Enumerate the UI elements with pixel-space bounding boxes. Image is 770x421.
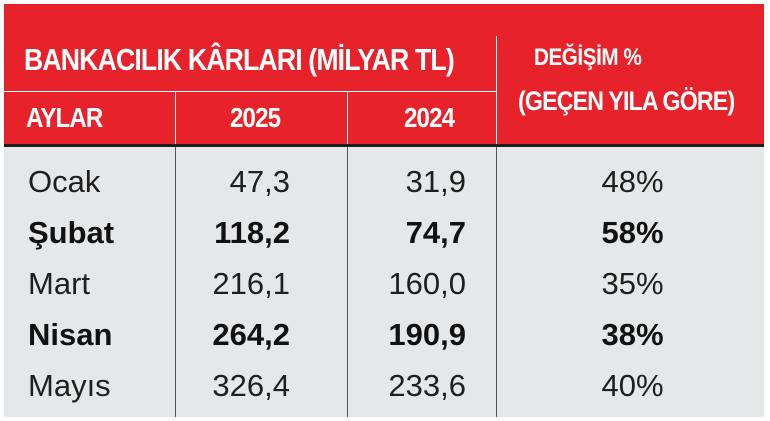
body-column-divider xyxy=(175,147,176,417)
table-header: BANKACILIK KÂRLARI (MİLYAR TL) AYLAR 202… xyxy=(4,4,764,144)
value-2025-cell: 264,2 xyxy=(212,317,290,352)
bank-profits-table: BANKACILIK KÂRLARI (MİLYAR TL) AYLAR 202… xyxy=(4,4,764,417)
change-cell: 38% xyxy=(601,317,664,352)
column-header-2025: 2025 xyxy=(230,102,281,133)
change-cell: 58% xyxy=(601,215,664,250)
header-column-divider xyxy=(496,36,497,144)
header-divider xyxy=(4,91,496,92)
month-cell: Mayıs xyxy=(28,368,111,403)
table-title: BANKACILIK KÂRLARI (MİLYAR TL) xyxy=(24,42,455,77)
value-2024-cell: 160,0 xyxy=(388,266,466,301)
value-2024-cell: 233,6 xyxy=(388,368,466,403)
value-2025-cell: 118,2 xyxy=(214,215,290,250)
header-bottom-rule xyxy=(4,144,764,147)
change-header-line1: DEĞİŞİM % xyxy=(534,44,642,71)
column-header-2024: 2024 xyxy=(404,102,455,133)
value-2025-cell: 326,4 xyxy=(212,368,290,403)
table-row: Mayıs 326,4 233,6 40% xyxy=(4,361,764,411)
header-column-divider xyxy=(347,92,348,144)
table-row: Nisan 264,2 190,9 38% xyxy=(4,310,764,360)
month-cell: Ocak xyxy=(28,164,101,199)
value-2025-cell: 47,3 xyxy=(229,164,290,199)
month-cell: Nisan xyxy=(28,317,113,352)
body-column-divider xyxy=(347,147,348,417)
change-cell: 48% xyxy=(601,164,664,199)
month-cell: Mart xyxy=(28,266,90,301)
table-row: Şubat 118,2 74,7 58% xyxy=(4,208,764,258)
header-column-divider xyxy=(175,92,176,144)
change-cell: 35% xyxy=(601,266,664,301)
column-header-months: AYLAR xyxy=(26,102,103,133)
value-2025-cell: 216,1 xyxy=(212,266,290,301)
value-2024-cell: 190,9 xyxy=(388,317,466,352)
value-2024-cell: 74,7 xyxy=(405,215,466,250)
table-row: Mart 216,1 160,0 35% xyxy=(4,259,764,309)
change-header-line2: (GEÇEN YILA GÖRE) xyxy=(518,86,735,116)
table-row: Ocak 47,3 31,9 48% xyxy=(4,157,764,207)
change-cell: 40% xyxy=(601,368,664,403)
body-column-divider xyxy=(496,147,497,417)
month-cell: Şubat xyxy=(28,215,115,250)
value-2024-cell: 31,9 xyxy=(405,164,466,199)
